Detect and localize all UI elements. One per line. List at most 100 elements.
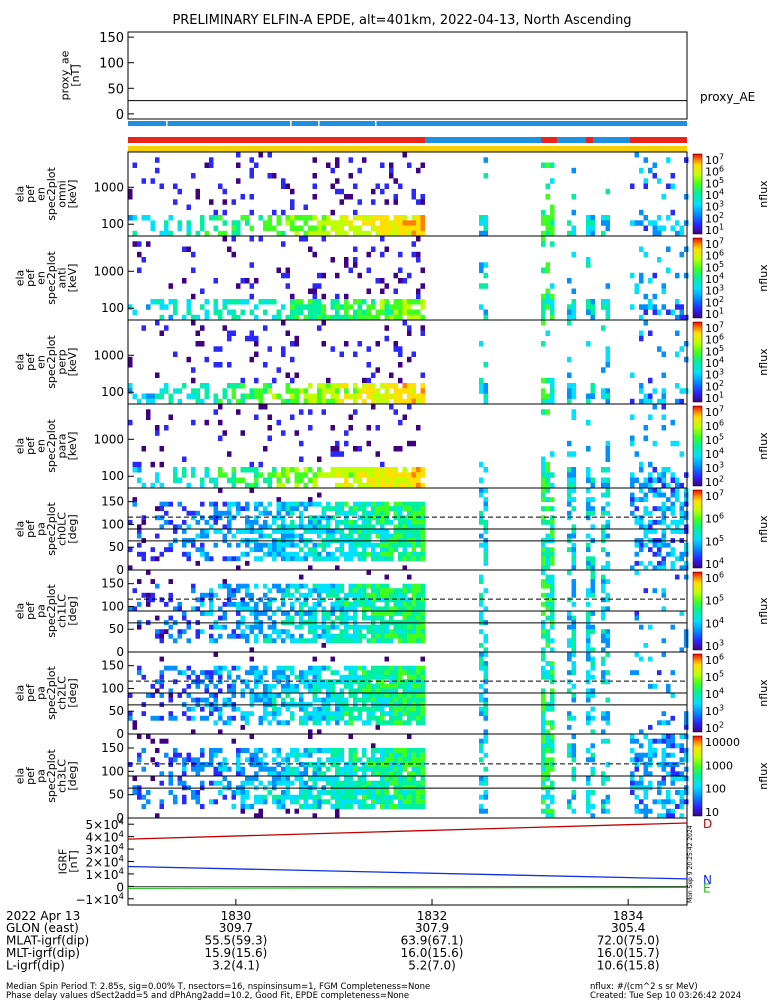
spectrogram-cell (137, 461, 142, 468)
spectrogram-cell (227, 601, 232, 607)
spectrogram-cell (312, 157, 317, 163)
spectrogram-cell (483, 383, 488, 389)
spectrogram-cell (344, 629, 349, 635)
spectrogram-cell (321, 529, 326, 534)
spectrogram-cell (317, 299, 322, 305)
spectrogram-cell (222, 188, 227, 195)
spectrogram-cell (380, 510, 385, 516)
spectrogram-cell (285, 706, 290, 712)
spectrogram-cell (545, 601, 550, 607)
spectrogram-cell (666, 794, 671, 800)
spectrogram-cell (267, 601, 272, 607)
spectrogram-cell (670, 799, 675, 805)
spectrogram-cell (675, 492, 680, 498)
spectrogram-cell (416, 615, 421, 621)
spectrogram-cell (420, 679, 425, 685)
spectrogram-cell (398, 762, 403, 767)
spectrogram-cell (601, 771, 606, 777)
spectrogram-cell (132, 588, 137, 594)
spectrogram-cell (276, 588, 281, 594)
spectrogram-cell (371, 477, 376, 483)
spectrogram-cell (567, 388, 572, 394)
spectrogram-cell (222, 624, 227, 630)
spectrogram-cell (200, 542, 205, 548)
spectrogram-cell (281, 533, 286, 539)
spectrogram-cell (263, 583, 268, 589)
spectrogram-cell (344, 720, 349, 726)
spectrogram-cell (285, 615, 290, 621)
spectrogram-cell (675, 482, 680, 489)
spectrogram-cell (209, 711, 214, 717)
spectrogram-cell (393, 674, 398, 680)
spectrogram-cell (344, 674, 349, 680)
spectrogram-cell (411, 506, 416, 512)
quality-bar (128, 121, 687, 126)
spectrogram-cell (353, 670, 358, 676)
spectrogram-cell (657, 215, 662, 221)
spectrogram-cell (371, 780, 376, 786)
spectrogram-cell (375, 477, 380, 483)
spectrogram-cell (299, 515, 304, 521)
spectrogram-cell (200, 597, 205, 603)
spectrogram-cell (384, 215, 389, 221)
spectrogram-cell (227, 715, 232, 721)
spectrogram-cell (402, 472, 407, 478)
spectrogram-cell (630, 304, 635, 310)
spectrogram-cell (634, 570, 639, 575)
spectrogram-cell (281, 794, 286, 800)
spectrogram-cell (571, 588, 576, 594)
spectrogram-cell (344, 293, 349, 300)
spectrogram-cell (545, 661, 550, 666)
spectrogram-cell (222, 236, 227, 242)
spectrogram-cell (590, 383, 595, 389)
spectrogram-cell (362, 624, 367, 630)
spectrogram-cell (652, 492, 657, 498)
spectrogram-cell (299, 762, 304, 767)
spectrogram-cell (294, 372, 299, 378)
spectrogram-cell (384, 506, 389, 512)
spectrogram-cell (483, 173, 488, 179)
spectrogram-cell (567, 314, 572, 321)
spectrogram-cell (267, 606, 272, 612)
spectrogram-cell (299, 519, 304, 525)
spectrogram-cell (605, 451, 610, 457)
spectrogram-cell (263, 799, 268, 805)
spectrogram-cell (483, 506, 488, 512)
spectrogram-cell (366, 393, 371, 399)
spectrogram-cell (191, 729, 196, 735)
spectrogram-cell (411, 706, 416, 712)
spectrogram-cell (195, 683, 200, 689)
spectrogram-cell (321, 341, 326, 347)
spectrogram-cell (245, 529, 250, 534)
spectrogram-cell (550, 299, 555, 305)
spectrogram-cell (141, 257, 146, 263)
spectrogram-cell (571, 383, 576, 389)
spectrogram-cell (630, 757, 635, 763)
spectrogram-cell (420, 693, 425, 698)
spectrogram-cell (285, 472, 290, 478)
spectrogram-cell (317, 729, 322, 735)
spectrogram-cell (231, 314, 236, 321)
spectrogram-cell (389, 780, 394, 786)
spectrogram-cell (479, 267, 484, 273)
spectrogram-cell (303, 804, 308, 809)
spectrogram-cell (303, 393, 308, 399)
spectrogram-cell (571, 790, 576, 795)
spectrogram-cell (155, 515, 160, 521)
spectrogram-cell (371, 715, 376, 721)
spectrogram-cell (416, 556, 421, 562)
colorbar-label: nflux (757, 180, 770, 208)
spectrogram-cell (411, 665, 416, 671)
spectrogram-cell (312, 762, 317, 767)
spectrogram-cell (571, 529, 576, 534)
spectrogram-cell (402, 506, 407, 512)
spectrogram-cell (213, 592, 218, 598)
spectrogram-cell (389, 304, 394, 310)
spectrogram-cell (371, 556, 376, 562)
spectrogram-cell (380, 515, 385, 521)
spectrogram-cell (550, 304, 555, 310)
spectrogram-cell (550, 293, 555, 300)
spectrogram-cell (652, 752, 657, 758)
spectrogram-cell (657, 799, 662, 805)
spectrogram-cell (258, 542, 263, 548)
